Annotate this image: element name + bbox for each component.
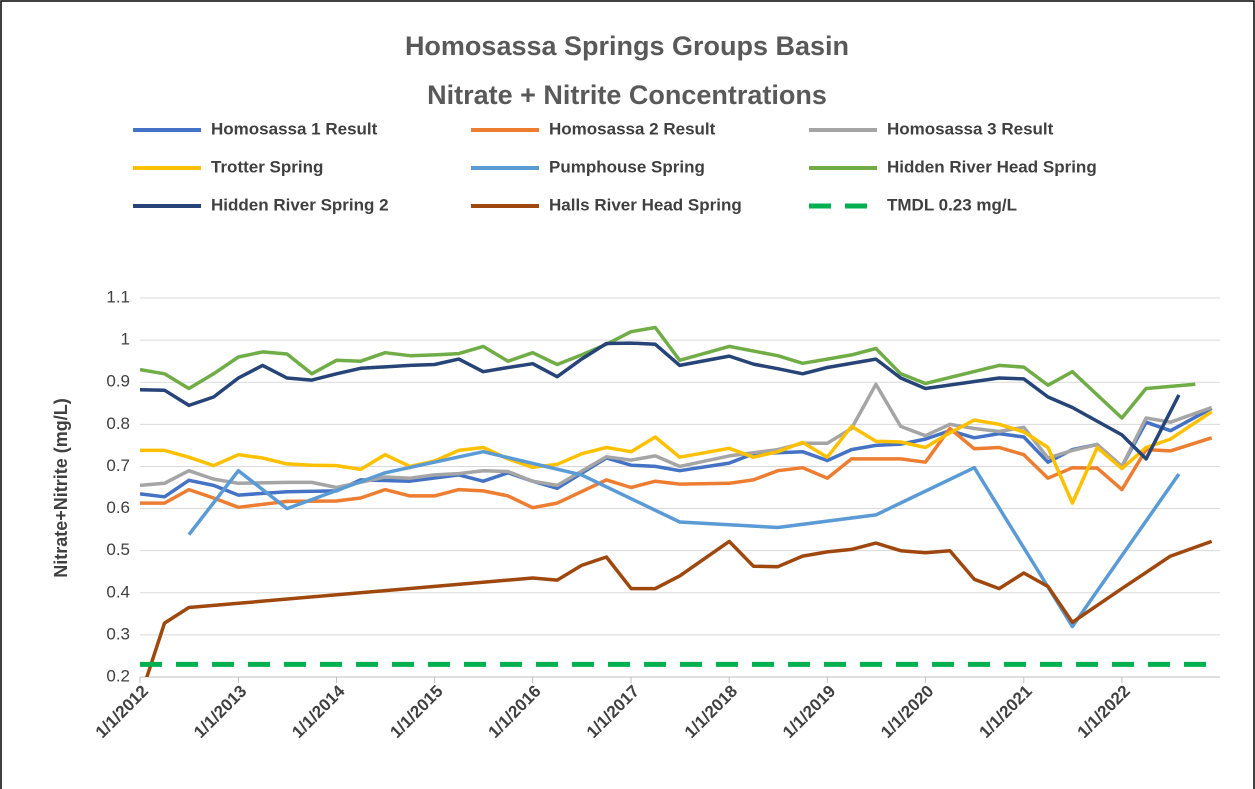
legend-label: TMDL 0.23 mg/L	[887, 195, 1017, 214]
legend-label: Hidden River Head Spring	[887, 157, 1097, 176]
legend-label: Homosassa 2 Result	[549, 119, 716, 138]
y-tick-label: 0.3	[106, 624, 130, 643]
legend-label: Homosassa 3 Result	[887, 119, 1054, 138]
y-axis-label: Nitrate+Nitrite (mg/L)	[51, 398, 71, 578]
series-line	[140, 410, 1213, 505]
legend-label: Pumphouse Spring	[549, 157, 705, 176]
y-tick-label: 0.5	[106, 540, 130, 559]
y-tick-label: 1.1	[106, 287, 130, 306]
plot-lines	[140, 325, 1220, 677]
y-tick-label: 0.4	[106, 582, 130, 601]
chart-title: Homosassa Springs Groups Basin	[405, 31, 849, 61]
legend-label: Hidden River Spring 2	[211, 195, 389, 214]
y-tick-label: 0.6	[106, 498, 130, 517]
chart-subtitle: Nitrate + Nitrite Concentrations	[427, 80, 827, 110]
y-tick-label: 0.7	[106, 456, 130, 475]
series-line	[187, 449, 1181, 629]
legend-label: Halls River Head Spring	[549, 195, 742, 214]
series-line	[140, 341, 1181, 461]
legend-label: Trotter Spring	[211, 157, 323, 176]
series-line	[145, 539, 1213, 677]
y-tick-label: 0.2	[106, 666, 130, 685]
legend-label: Homosassa 1 Result	[211, 119, 378, 138]
y-tick-label: 0.9	[106, 372, 130, 391]
y-tick-label: 1	[121, 330, 130, 349]
y-tick-label: 0.8	[106, 414, 130, 433]
series-line	[140, 426, 1213, 510]
series-line	[140, 382, 1213, 490]
